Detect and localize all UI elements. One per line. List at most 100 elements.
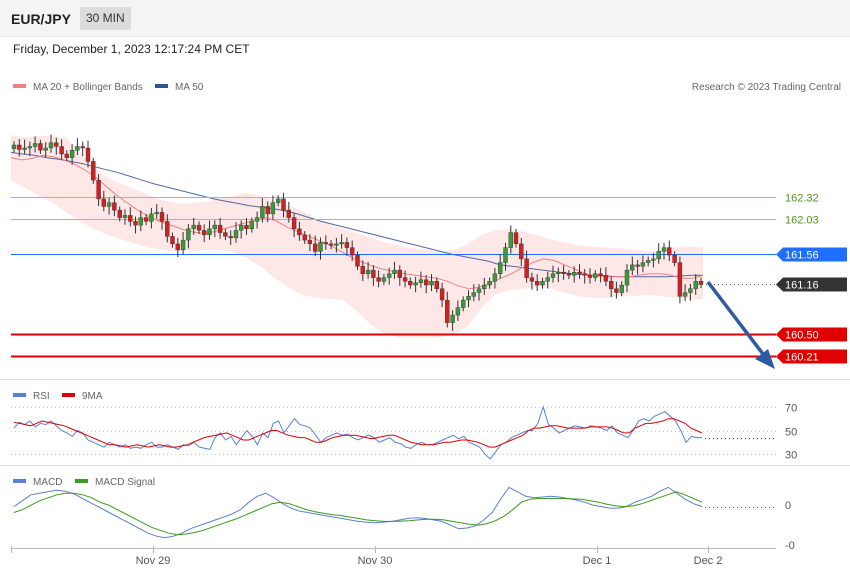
candle-body — [408, 281, 413, 286]
candle-body — [360, 266, 365, 274]
candle — [64, 150, 70, 162]
candle — [535, 274, 540, 292]
candle — [91, 157, 96, 184]
candle — [112, 195, 117, 217]
legend-macd: MACD — [33, 477, 62, 488]
candle-body — [302, 234, 307, 241]
candle — [402, 270, 408, 288]
candle-body — [572, 272, 577, 276]
candle — [180, 231, 186, 255]
candle-body — [381, 277, 387, 282]
candle-body — [149, 213, 154, 222]
candle-body — [503, 247, 508, 263]
ma50-line — [10, 152, 703, 278]
candle — [365, 261, 371, 279]
candle — [371, 265, 376, 286]
candle-body — [624, 269, 630, 286]
candle — [630, 256, 635, 275]
legend-macd-signal: MACD Signal — [95, 477, 155, 488]
level-tag-4 — [776, 327, 847, 342]
candle-body — [254, 217, 260, 222]
candle-body — [387, 273, 392, 278]
candle — [624, 264, 630, 293]
candle-body — [598, 273, 603, 276]
candle-body — [307, 239, 313, 245]
candle-body — [498, 262, 503, 275]
candle — [344, 237, 350, 256]
candle-body — [635, 264, 640, 267]
candle-body — [587, 275, 593, 278]
candle — [313, 235, 318, 257]
candle — [455, 300, 461, 321]
candle — [656, 243, 661, 264]
macd-signal-line — [13, 491, 703, 536]
candle — [598, 267, 603, 283]
candle — [698, 277, 704, 289]
macd-legend: MACD MACD Signal — [13, 477, 155, 488]
rsi-grid: 70 50 30 — [11, 403, 797, 462]
candle-body — [424, 279, 429, 286]
candle-body — [233, 230, 239, 239]
candle-body — [281, 198, 286, 211]
candle-body — [276, 198, 281, 203]
candle — [165, 214, 170, 243]
candle — [550, 265, 556, 283]
timeframe-button[interactable]: 30 MIN — [80, 7, 131, 30]
candle-body — [54, 142, 59, 147]
candle — [212, 220, 218, 238]
rsi-tick-0: 70 — [785, 403, 797, 415]
candle — [545, 271, 550, 289]
candle-body — [355, 254, 360, 267]
candle — [693, 274, 698, 295]
candle — [75, 138, 80, 156]
candle-body — [482, 284, 487, 290]
candle-body — [439, 288, 445, 301]
candle-body — [217, 224, 223, 233]
candle-body — [43, 147, 48, 151]
rsi-legend: RSI 9MA — [13, 391, 103, 402]
candle-body — [249, 221, 255, 230]
candle — [59, 139, 64, 160]
candle-body — [313, 243, 318, 252]
candle-body — [413, 282, 418, 286]
candle — [270, 195, 276, 220]
candle — [69, 144, 75, 165]
bollinger-band-area — [11, 135, 703, 338]
candle-body — [101, 198, 107, 207]
legend-swatch-macd — [13, 479, 26, 483]
candle — [17, 139, 22, 157]
candle-body — [672, 254, 677, 263]
rsi-line — [13, 405, 702, 460]
candle — [572, 266, 577, 283]
candle-body — [577, 272, 582, 274]
candle — [38, 139, 43, 154]
candle-body — [228, 236, 233, 239]
candle-body — [667, 247, 672, 256]
forecast-arrow-shaft — [706, 280, 768, 360]
candle-body — [646, 260, 651, 263]
candle-body — [196, 224, 202, 231]
candle-body — [693, 281, 698, 289]
level-tag-2 — [776, 247, 847, 262]
candles — [11, 134, 704, 331]
candle-body — [593, 273, 598, 278]
candle — [117, 206, 122, 222]
candle-body — [143, 217, 149, 222]
candle-body — [661, 247, 667, 252]
candle-body — [365, 269, 371, 275]
forecast-arrow-head — [755, 349, 775, 369]
candle-body — [297, 228, 302, 236]
candle — [513, 228, 519, 248]
candle — [498, 254, 503, 279]
candle-body — [682, 292, 688, 297]
candle-body — [513, 232, 519, 245]
candle — [476, 284, 482, 301]
candle — [143, 213, 149, 226]
candle — [43, 142, 48, 158]
candle — [11, 141, 17, 153]
candle-body — [651, 258, 656, 261]
candle — [593, 270, 598, 282]
legend-ma20: MA 20 + Bollinger Bands — [33, 82, 143, 93]
candle-body — [318, 242, 323, 252]
candle-body — [429, 281, 434, 286]
